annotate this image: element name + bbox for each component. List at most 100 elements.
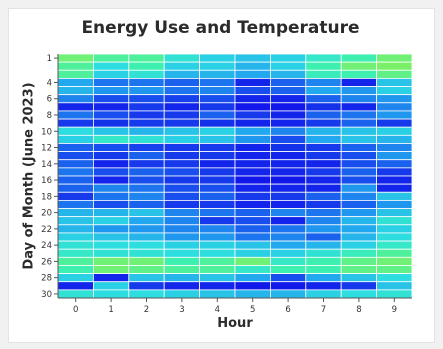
- heatmap-cell: [234, 143, 271, 152]
- heatmap-cell: [340, 240, 378, 250]
- x-tick-label: 9: [392, 305, 397, 315]
- heatmap-cell: [376, 232, 413, 242]
- heatmap-cell: [163, 281, 200, 291]
- heatmap-cell: [305, 126, 342, 136]
- heatmap-cell: [305, 94, 342, 104]
- heatmap-cell: [128, 265, 165, 275]
- heatmap-cell: [57, 53, 94, 63]
- heatmap-cell: [199, 151, 236, 161]
- y-tick-label: 1: [47, 54, 52, 64]
- heatmap-cell: [305, 53, 342, 63]
- heatmap-cell: [340, 143, 378, 152]
- heatmap-cell: [57, 94, 94, 104]
- heatmap-cell: [376, 134, 413, 144]
- heatmap-cell: [93, 53, 130, 63]
- heatmap-cell: [128, 183, 165, 193]
- heatmap-cell: [340, 232, 378, 242]
- heatmap-cell: [376, 289, 413, 299]
- heatmap-cell: [57, 289, 94, 299]
- heatmap-cell: [305, 167, 342, 177]
- heatmap-cell: [199, 191, 236, 201]
- heatmap-cell: [376, 256, 413, 266]
- heatmap-cell: [340, 126, 378, 136]
- heatmap-cell: [269, 78, 307, 87]
- x-tick-label: 3: [179, 305, 184, 315]
- heatmap-cell: [163, 175, 200, 185]
- heatmap-cell: [163, 110, 200, 120]
- heatmap-cell: [234, 110, 271, 120]
- y-tick-label: 4: [47, 78, 52, 88]
- heatmap-cell: [305, 102, 342, 112]
- heatmap-cell: [305, 191, 342, 201]
- heatmap-cell: [234, 175, 271, 185]
- heatmap-cell: [340, 167, 378, 177]
- y-tick-label: 26: [41, 257, 52, 267]
- heatmap-cell: [199, 273, 236, 283]
- heatmap-cell: [269, 256, 307, 266]
- heatmap-cell: [199, 224, 236, 234]
- heatmap-cell: [340, 61, 378, 71]
- heatmap-cell: [199, 61, 236, 71]
- heatmap-cell: [199, 175, 236, 185]
- heatmap-cell: [376, 224, 413, 234]
- y-tick-label: 18: [41, 192, 52, 202]
- heatmap-cell: [305, 143, 342, 152]
- heatmap-cell: [128, 208, 165, 218]
- heatmap-cell: [163, 151, 200, 161]
- heatmap-cell: [234, 61, 271, 71]
- heatmap-cell: [340, 78, 378, 87]
- heatmap-cell: [93, 281, 130, 291]
- heatmap-cell: [128, 256, 165, 266]
- heatmap-cell: [93, 134, 130, 144]
- heatmap-cell: [269, 289, 307, 299]
- y-tick-label: 14: [41, 160, 52, 170]
- heatmap-cell: [376, 265, 413, 275]
- heatmap-cell: [57, 126, 94, 136]
- x-tick-label: 6: [285, 305, 290, 315]
- heatmap-cell: [340, 216, 378, 226]
- heatmap-cell: [93, 232, 130, 242]
- heatmap-cell: [57, 240, 94, 250]
- heatmap-cell: [376, 143, 413, 152]
- heatmap-cell: [93, 159, 130, 169]
- heatmap-cell: [269, 134, 307, 144]
- heatmap-cell: [376, 86, 413, 96]
- heatmap-cell: [234, 53, 271, 63]
- heatmap-cell: [269, 248, 307, 258]
- heatmap-cell: [199, 102, 236, 112]
- heatmap-cell: [269, 159, 307, 169]
- heatmap-cell: [199, 134, 236, 144]
- heatmap-cell: [199, 159, 236, 169]
- heatmap-cell: [305, 281, 342, 291]
- heatmap-cell: [57, 208, 94, 218]
- heatmap-cell: [57, 191, 94, 201]
- heatmap-cell: [305, 159, 342, 169]
- heatmap-cell: [269, 224, 307, 234]
- heatmap-cell: [234, 151, 271, 161]
- heatmap-cell: [199, 126, 236, 136]
- heatmap-cell: [163, 102, 200, 112]
- heatmap-cell: [93, 69, 130, 79]
- heatmap-cell: [93, 175, 130, 185]
- heatmap-cell: [93, 240, 130, 250]
- heatmap-cell: [57, 224, 94, 234]
- heatmap-cell: [269, 143, 307, 152]
- heatmap-cell: [128, 126, 165, 136]
- heatmap-cell: [163, 208, 200, 218]
- heatmap-cell: [128, 216, 165, 226]
- heatmap-cell: [163, 143, 200, 152]
- heatmap-cell: [340, 94, 378, 104]
- heatmap-cell: [163, 265, 200, 275]
- heatmap-cell: [234, 102, 271, 112]
- heatmap-cell: [93, 289, 130, 299]
- heatmap-cell: [128, 61, 165, 71]
- y-tick-label: 20: [41, 209, 52, 219]
- heatmap-cell: [269, 110, 307, 120]
- heatmap-cell: [234, 256, 271, 266]
- heatmap-cell: [340, 110, 378, 120]
- heatmap-cell: [163, 240, 200, 250]
- y-tick-label: 8: [47, 111, 52, 121]
- heatmap-cell: [376, 248, 413, 258]
- heatmap-cell: [57, 159, 94, 169]
- heatmap-cell: [376, 94, 413, 104]
